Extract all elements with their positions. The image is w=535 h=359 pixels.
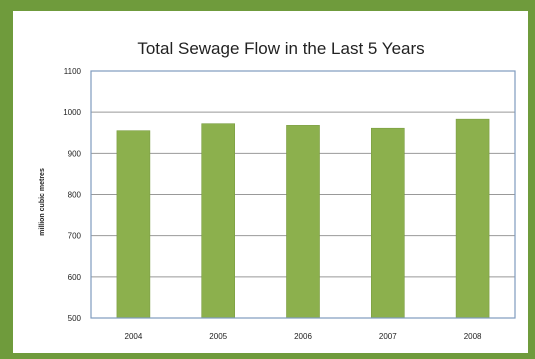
y-tick-label: 600 bbox=[68, 273, 82, 282]
bar-2007 bbox=[370, 127, 405, 319]
bar-2004 bbox=[116, 130, 151, 319]
bar-2008 bbox=[455, 118, 490, 319]
x-tick-label: 2004 bbox=[125, 332, 143, 341]
y-tick-label: 500 bbox=[68, 314, 82, 323]
x-tick-label: 2008 bbox=[464, 332, 482, 341]
bar-2006 bbox=[286, 125, 320, 319]
y-axis-label: million cubic metres bbox=[39, 168, 46, 236]
plot-area-border bbox=[90, 70, 516, 319]
chart-panel bbox=[13, 11, 528, 353]
y-axis-ticks: 500 600 700 800 900 1000 1100 bbox=[63, 67, 81, 323]
chart-title: Total Sewage Flow in the Last 5 Years bbox=[137, 39, 424, 58]
y-tick-label: 1000 bbox=[63, 108, 81, 117]
bar-2005 bbox=[201, 123, 235, 319]
y-tick-label: 900 bbox=[68, 149, 82, 158]
x-tick-label: 2006 bbox=[294, 332, 312, 341]
x-tick-label: 2007 bbox=[379, 332, 397, 341]
y-tick-label: 1100 bbox=[64, 67, 82, 76]
bars bbox=[116, 118, 490, 319]
y-tick-label: 800 bbox=[68, 191, 82, 200]
x-axis-ticks: 2004 2005 2006 2007 2008 bbox=[125, 332, 483, 341]
x-tick-label: 2005 bbox=[209, 332, 227, 341]
y-tick-label: 700 bbox=[68, 232, 82, 241]
